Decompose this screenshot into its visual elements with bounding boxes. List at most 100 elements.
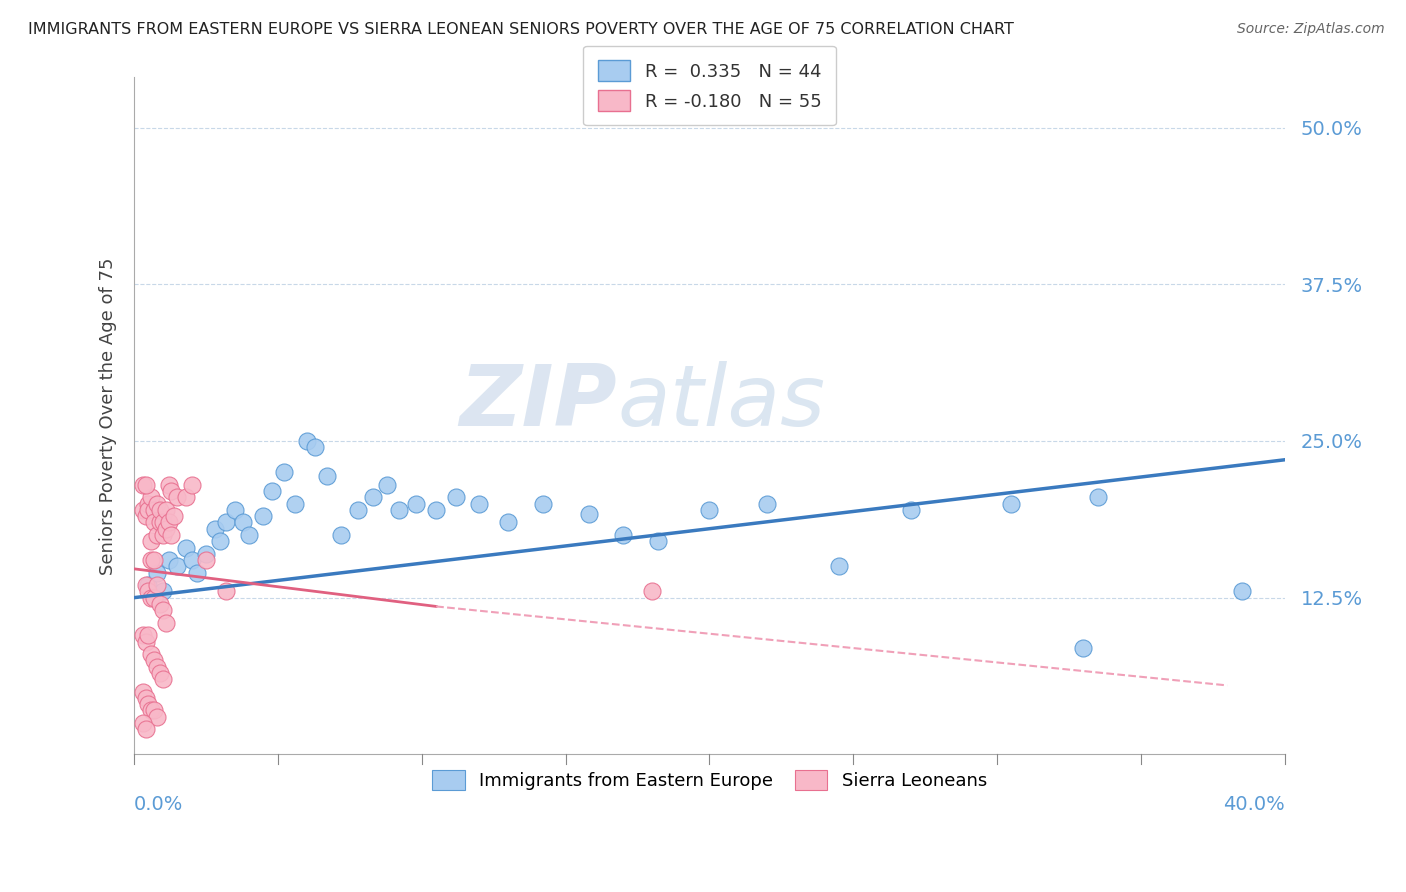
Point [141,703,163,717]
Point [152,672,174,686]
Point [149,503,172,517]
Point [531,497,554,511]
Point [138,503,160,517]
Point [388,503,411,517]
Text: atlas: atlas [617,361,825,444]
Point [1230,584,1253,599]
Point [284,497,307,511]
Point [215,516,238,530]
Point [186,566,208,580]
Text: 40.0%: 40.0% [1223,795,1285,814]
Point [252,509,274,524]
Point [155,503,177,517]
Point [131,716,153,731]
Legend: Immigrants from Eastern Europe, Sierra Leoneans: Immigrants from Eastern Europe, Sierra L… [423,761,995,799]
Point [347,503,370,517]
Point [146,710,169,724]
Point [180,478,202,492]
Point [141,534,163,549]
Point [143,653,166,667]
Point [647,534,669,549]
Point [135,723,157,737]
Point [262,484,284,499]
Point [143,703,166,717]
Point [143,553,166,567]
Point [138,584,160,599]
Point [155,522,177,536]
Point [157,478,180,492]
Point [149,665,172,680]
Point [194,547,217,561]
Text: ZIP: ZIP [460,361,617,444]
Point [1073,640,1095,655]
Point [138,497,160,511]
Point [578,507,600,521]
Point [160,528,183,542]
Point [149,597,172,611]
Point [141,647,163,661]
Text: Source: ZipAtlas.com: Source: ZipAtlas.com [1237,22,1385,37]
Point [755,497,778,511]
Point [146,497,169,511]
Point [138,578,160,592]
Point [304,440,326,454]
Point [138,697,160,711]
Point [425,503,447,517]
Point [641,584,664,599]
Point [141,591,163,605]
Point [209,534,232,549]
Point [135,634,157,648]
Point [1000,497,1022,511]
Text: IMMIGRANTS FROM EASTERN EUROPE VS SIERRA LEONEAN SENIORS POVERTY OVER THE AGE OF: IMMIGRANTS FROM EASTERN EUROPE VS SIERRA… [28,22,1014,37]
Point [163,509,186,524]
Point [204,522,226,536]
Point [149,516,172,530]
Point [612,528,634,542]
Point [152,584,174,599]
Point [141,491,163,505]
Point [143,516,166,530]
Point [131,478,153,492]
Point [157,553,180,567]
Point [444,491,467,505]
Point [155,615,177,630]
Point [166,491,188,505]
Point [146,528,169,542]
Point [468,497,491,511]
Point [405,497,427,511]
Point [295,434,318,448]
Point [157,516,180,530]
Point [174,491,197,505]
Point [131,503,153,517]
Point [361,491,384,505]
Point [143,503,166,517]
Point [1087,491,1109,505]
Point [900,503,922,517]
Point [138,628,160,642]
Point [215,584,238,599]
Point [146,566,169,580]
Point [330,528,353,542]
Point [131,684,153,698]
Text: 0.0%: 0.0% [134,795,183,814]
Point [152,516,174,530]
Point [194,553,217,567]
Point [135,578,157,592]
Point [152,528,174,542]
Point [180,553,202,567]
Point [141,553,163,567]
Point [143,591,166,605]
Point [828,559,851,574]
Point [699,503,721,517]
Point [174,541,197,555]
Point [135,478,157,492]
Point [131,628,153,642]
Point [496,516,519,530]
Point [160,484,183,499]
Point [273,465,295,479]
Point [135,509,157,524]
Point [135,690,157,705]
Point [238,528,260,542]
Point [146,578,169,592]
Point [152,603,174,617]
